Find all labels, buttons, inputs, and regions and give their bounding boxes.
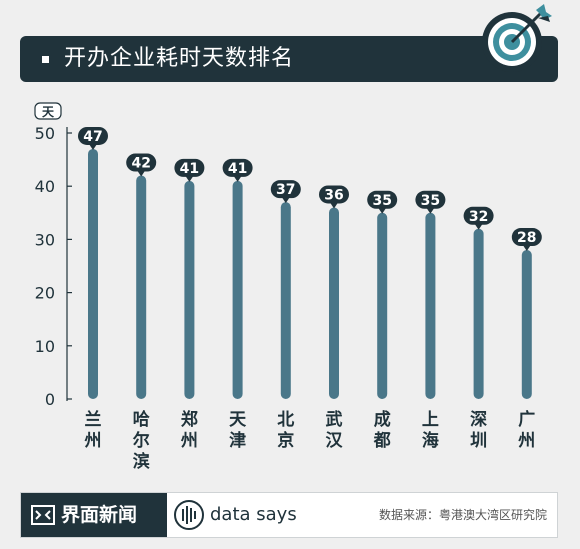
y-tick-label: 40 [35, 177, 55, 196]
value-label-text: 41 [180, 161, 199, 177]
title-bullet [42, 56, 49, 63]
value-label: 41 [222, 158, 253, 182]
brand-name: 界面新闻 [61, 504, 138, 526]
value-label-text: 37 [276, 182, 295, 198]
category-label: 广州 [517, 409, 535, 451]
value-label-text: 35 [372, 193, 391, 209]
category-label: 天津 [229, 410, 247, 451]
data-says-icon [174, 500, 204, 530]
bar-chart: 天 0 10 20 30 40 50 47 42 41 41 37 36 35 35 32 28 兰州 哈尔滨 郑… [34, 102, 542, 472]
value-label: 32 [463, 206, 494, 230]
y-tick-label: 20 [35, 284, 55, 303]
value-label: 41 [174, 158, 205, 182]
bar [280, 202, 291, 399]
value-label-text: 32 [469, 209, 488, 225]
value-label-text: 36 [324, 187, 343, 203]
value-label: 35 [367, 190, 398, 214]
footer: 界面新闻 data says 数据来源：粤港澳大湾区研究院 [20, 492, 558, 538]
data-source: 数据来源：粤港澳大湾区研究院 [378, 508, 547, 522]
category-label: 深圳 [470, 409, 487, 451]
value-label: 37 [270, 180, 301, 204]
jiemian-logo-icon [31, 505, 55, 525]
category-label: 郑州 [180, 409, 198, 451]
bar [425, 212, 436, 399]
data-says-label: data says [210, 504, 297, 525]
bar [521, 250, 532, 399]
value-label: 42 [126, 153, 157, 177]
value-label: 28 [511, 228, 542, 252]
y-tick-label: 50 [35, 124, 55, 143]
category-label: 上海 [422, 410, 439, 451]
value-label-text: 28 [517, 230, 536, 246]
value-label: 35 [415, 190, 446, 214]
bar [136, 175, 147, 399]
y-unit-label: 天 [34, 102, 62, 120]
category-label: 成都 [373, 409, 391, 451]
value-label-text: 47 [83, 129, 102, 145]
y-tick-label: 10 [35, 337, 55, 356]
value-label-text: 41 [228, 161, 247, 177]
bar [88, 148, 98, 399]
value-label-text: 42 [131, 156, 150, 172]
bar [184, 180, 195, 399]
y-unit-text: 天 [42, 105, 55, 119]
bar [377, 212, 388, 399]
target-icon [482, 4, 552, 72]
category-label: 武汉 [326, 409, 344, 451]
value-label: 47 [78, 126, 108, 150]
category-label: 哈尔滨 [133, 409, 150, 472]
title-bar: 开办企业耗时天数排名 [20, 36, 558, 82]
category-label: 兰州 [84, 409, 102, 451]
bar [329, 207, 339, 399]
category-label: 北京 [277, 410, 294, 451]
y-tick-label: 30 [35, 230, 55, 249]
value-label: 36 [319, 185, 349, 209]
y-tick-label: 0 [45, 390, 55, 409]
value-label-text: 35 [421, 193, 440, 209]
brand-box: 界面新闻 [21, 493, 167, 537]
bar [473, 228, 484, 399]
bar [232, 180, 243, 399]
page-title: 开办企业耗时天数排名 [64, 46, 295, 71]
